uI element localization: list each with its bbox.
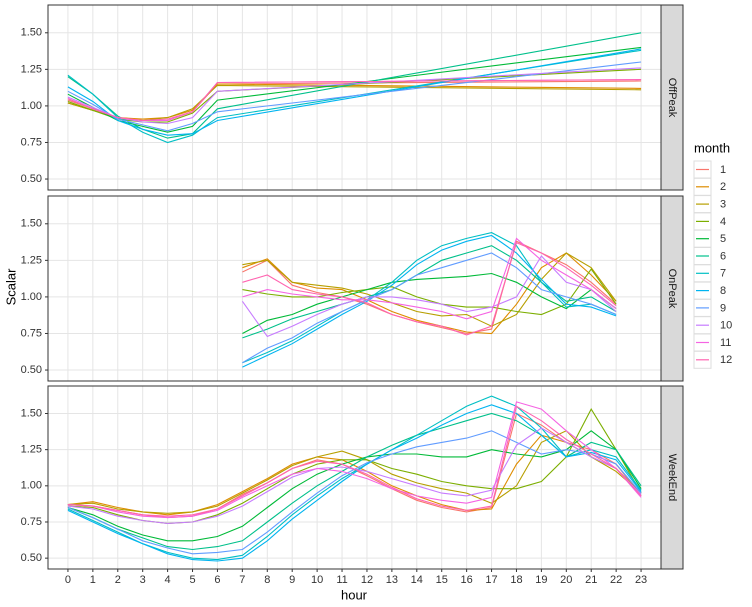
series-line [67, 430, 642, 542]
y-axis-label: Scalar [3, 268, 18, 306]
y-tick-label: 0.75 [21, 327, 42, 339]
x-tick-label: 23 [635, 574, 647, 586]
series-line [242, 242, 617, 336]
y-tick-label: 1.25 [21, 63, 42, 75]
y-tick-label: 1.50 [21, 407, 42, 419]
x-tick-label: 7 [239, 574, 245, 586]
x-axis-label: hour [341, 587, 368, 602]
series-line [242, 234, 617, 368]
series-line [241, 255, 617, 338]
legend-label: 3 [720, 199, 726, 211]
series-line [67, 61, 642, 132]
y-tick-label: 0.75 [21, 516, 42, 528]
series-line [67, 395, 642, 561]
x-tick-label: 21 [585, 574, 597, 586]
y-tick-label: 0.75 [21, 136, 42, 148]
strip-label: OffPeak [666, 78, 678, 118]
legend-label: 11 [720, 337, 731, 349]
y-tick-label: 1.25 [21, 444, 42, 456]
series-line [242, 232, 617, 364]
series-line [242, 268, 617, 316]
y-tick-label: 1.50 [21, 218, 42, 230]
strip [660, 195, 684, 382]
series-line [242, 272, 617, 334]
x-tick-label: 20 [560, 574, 572, 586]
legend-label: 9 [720, 302, 726, 314]
y-tick-label: 1.25 [21, 254, 42, 266]
x-tick-label: 19 [535, 574, 547, 586]
x-tick-label: 1 [90, 574, 96, 586]
legend-label: 2 [720, 181, 726, 193]
series-line [67, 67, 642, 125]
series-line [67, 405, 642, 517]
x-tick-label: 9 [289, 574, 295, 586]
series-line [242, 252, 617, 327]
strip [660, 4, 684, 191]
series-line [242, 252, 617, 364]
series-line [242, 237, 617, 320]
series-line [67, 434, 642, 516]
legend-label: 8 [720, 285, 726, 297]
x-tick-label: 15 [436, 574, 448, 586]
series-line [67, 48, 642, 136]
legend-label: 6 [720, 250, 726, 262]
x-tick-label: 22 [610, 574, 622, 586]
series-line [242, 240, 617, 335]
strip-label: OnPeak [666, 269, 678, 309]
y-tick-label: 0.50 [21, 552, 42, 564]
x-tick-label: 6 [214, 574, 220, 586]
series-line [67, 49, 642, 144]
legend-label: 10 [720, 320, 732, 332]
x-tick-label: 16 [461, 574, 473, 586]
legend-label: 5 [720, 233, 726, 245]
x-tick-label: 4 [165, 574, 171, 586]
x-tick-label: 12 [361, 574, 373, 586]
panel-background [48, 196, 661, 381]
strip [660, 385, 684, 570]
y-tick-label: 1.50 [21, 27, 42, 39]
series-line [67, 404, 642, 562]
legend-label: 1 [720, 164, 726, 176]
panel-background [48, 386, 661, 569]
legend-label: 12 [720, 354, 732, 366]
x-tick-label: 3 [140, 574, 146, 586]
x-tick-label: 5 [189, 574, 195, 586]
y-tick-label: 1.00 [21, 100, 42, 112]
x-tick-label: 2 [115, 574, 121, 586]
x-tick-label: 10 [311, 574, 323, 586]
series-line [67, 79, 642, 122]
legend-label: 7 [720, 268, 726, 280]
y-tick-label: 0.50 [21, 364, 42, 376]
legend-label: 4 [720, 216, 726, 228]
series-line [67, 430, 642, 514]
series-line [67, 401, 642, 519]
x-tick-label: 8 [264, 574, 270, 586]
x-tick-label: 14 [411, 574, 423, 586]
y-tick-label: 1.00 [21, 480, 42, 492]
x-tick-label: 17 [485, 574, 497, 586]
x-tick-label: 11 [336, 574, 347, 586]
legend-title: month [694, 140, 730, 155]
y-tick-label: 1.00 [21, 291, 42, 303]
x-tick-label: 18 [510, 574, 522, 586]
strip-label: WeekEnd [666, 454, 678, 502]
y-tick-label: 0.50 [21, 173, 42, 185]
x-tick-label: 13 [386, 574, 398, 586]
x-tick-label: 0 [65, 574, 71, 586]
